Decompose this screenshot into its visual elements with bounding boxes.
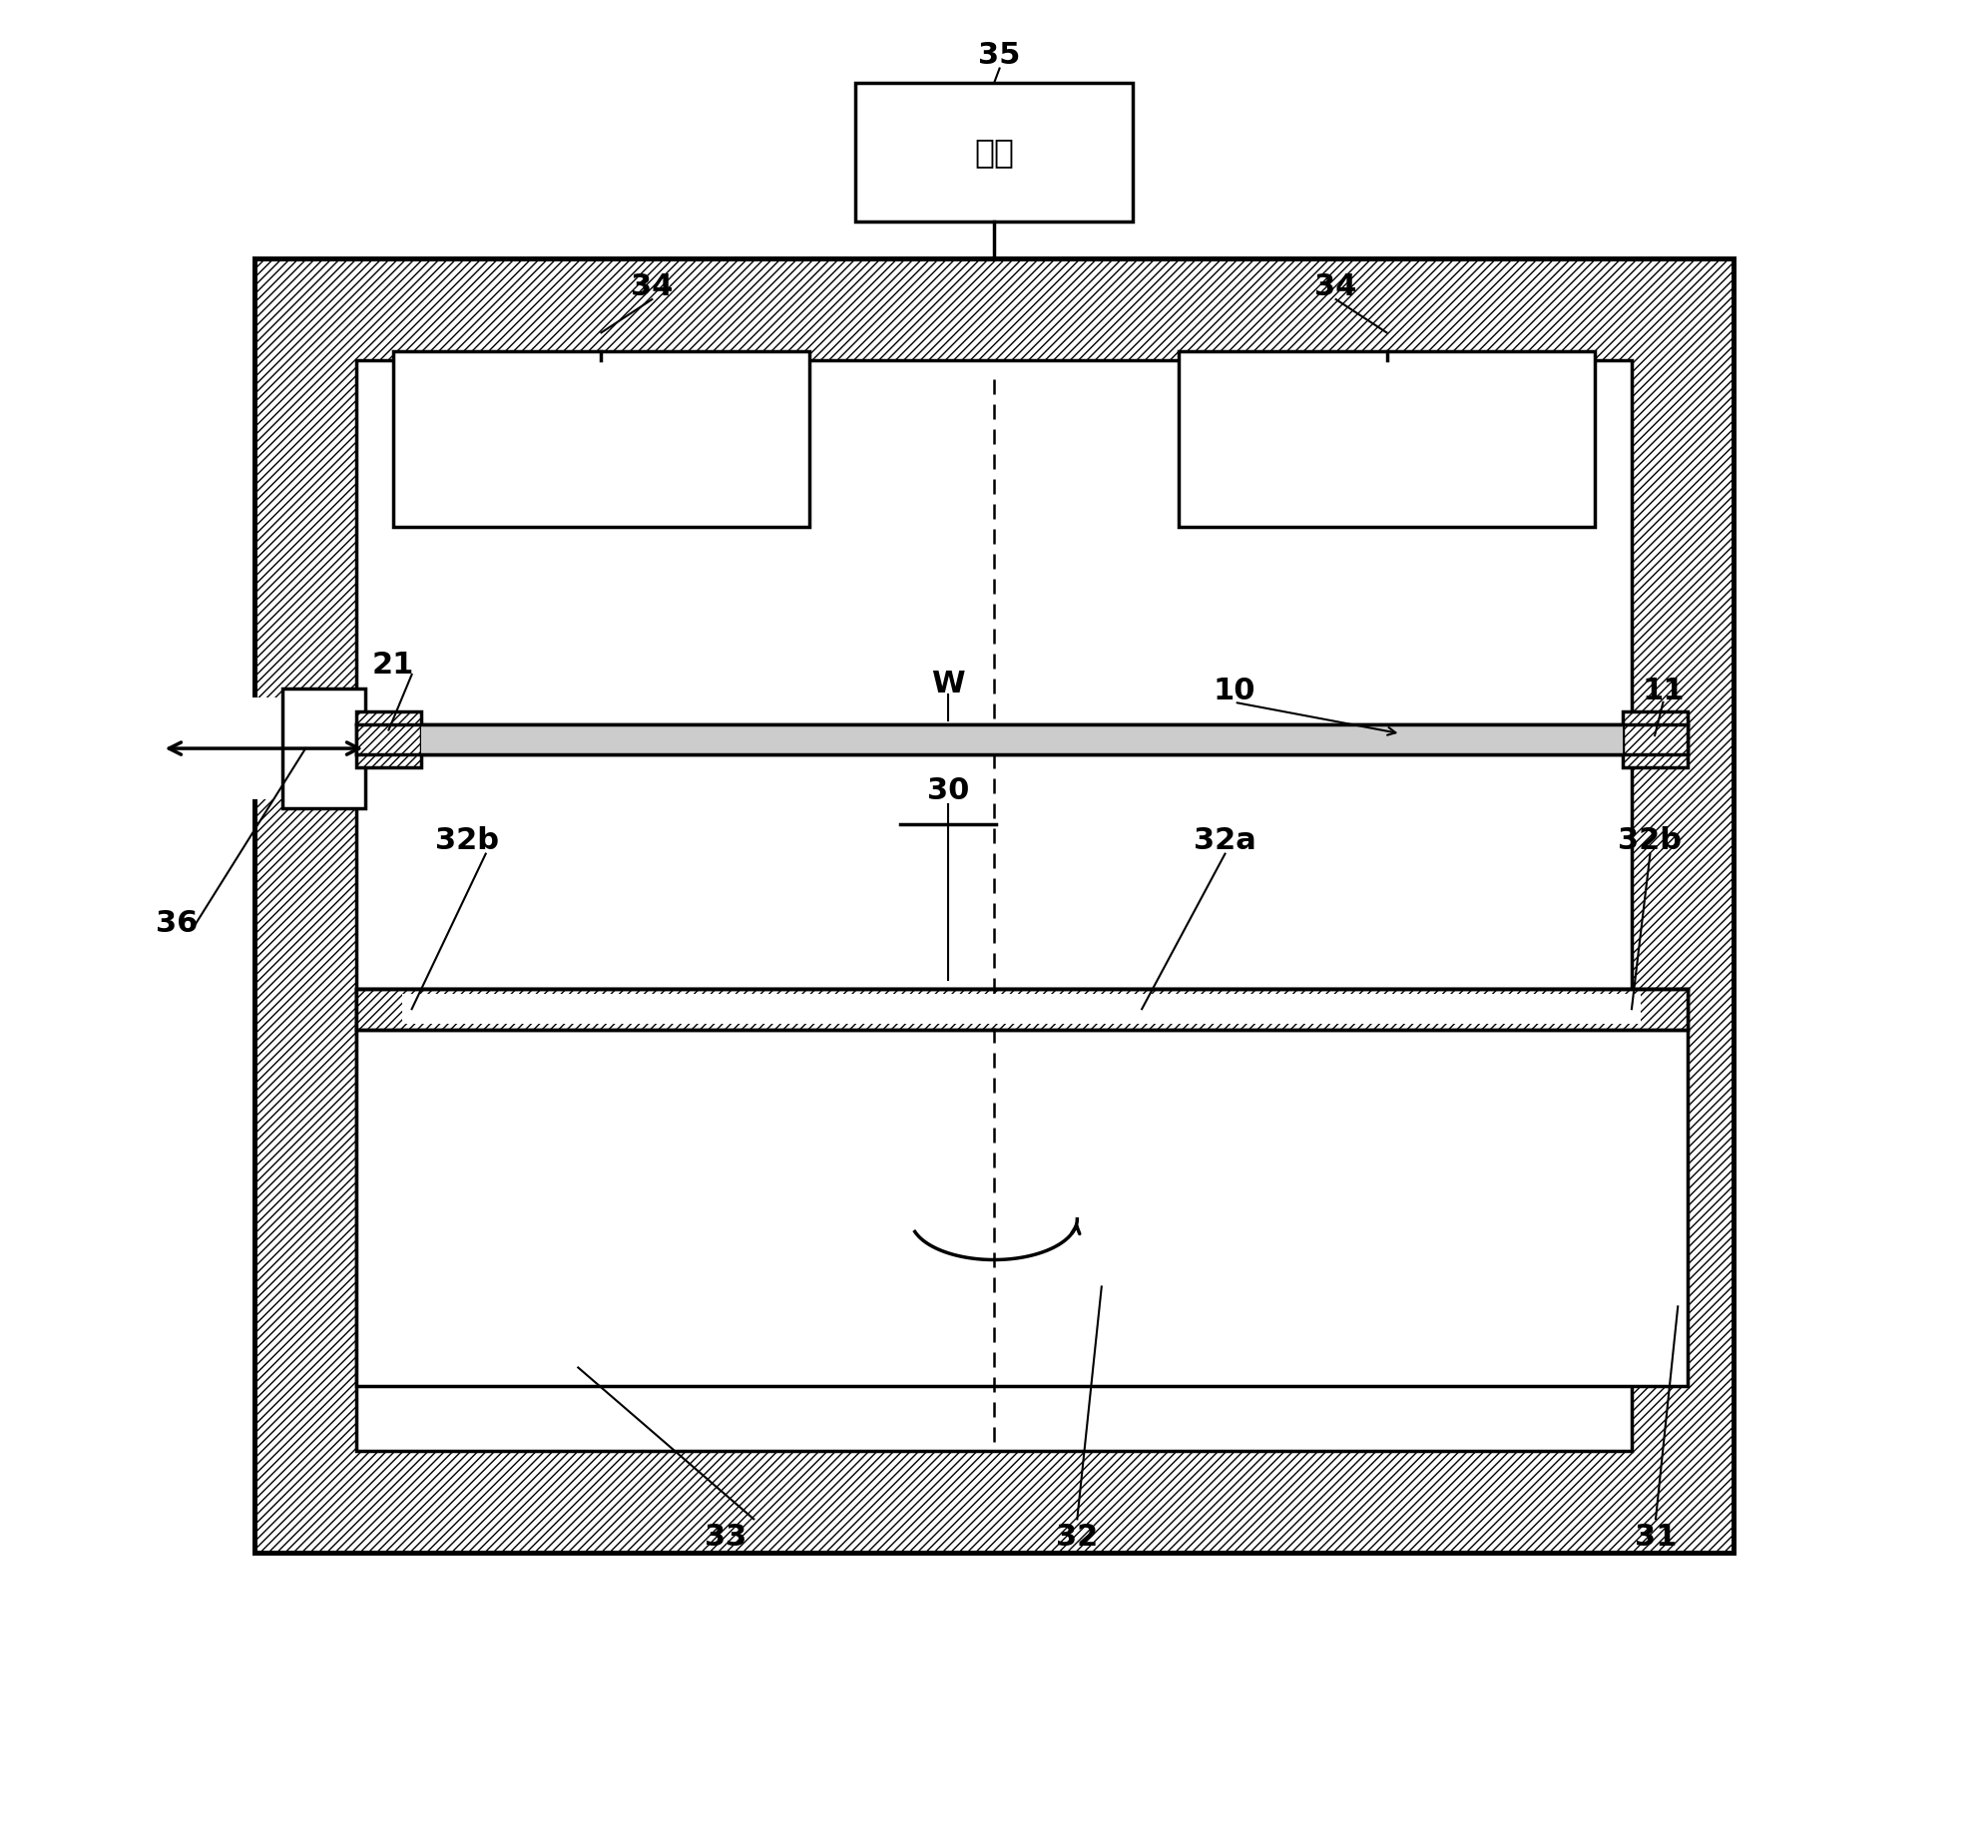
Bar [254,259,1734,1552]
Bar [245,697,366,798]
Bar [394,351,809,527]
Text: 33: 33 [706,1523,747,1552]
Text: 电源: 电源 [974,137,1014,168]
Bar [855,83,1133,222]
Text: 32b: 32b [1618,826,1682,856]
Text: 34: 34 [630,272,674,301]
Bar [356,989,1688,1029]
Text: 11: 11 [1642,676,1684,706]
Bar [356,711,421,767]
Bar [1179,351,1594,527]
Bar [356,360,1632,1451]
Text: W: W [930,669,964,699]
Text: 35: 35 [978,41,1020,70]
Bar [254,259,1734,1552]
Bar [402,994,1640,1024]
Bar [356,724,1688,754]
Text: 31: 31 [1634,1523,1676,1552]
Text: 32b: 32b [435,826,499,856]
Bar [356,360,1632,1451]
Bar [421,724,1622,754]
Text: 30: 30 [926,776,968,806]
Bar [356,989,1688,1386]
Text: 36: 36 [155,909,199,939]
Bar [282,689,366,809]
Text: 34: 34 [1314,272,1358,301]
Text: 10: 10 [1213,676,1256,706]
Text: 21: 21 [372,650,414,680]
Bar [1622,711,1688,767]
Text: 32a: 32a [1193,826,1256,856]
Text: 32: 32 [1056,1523,1097,1552]
